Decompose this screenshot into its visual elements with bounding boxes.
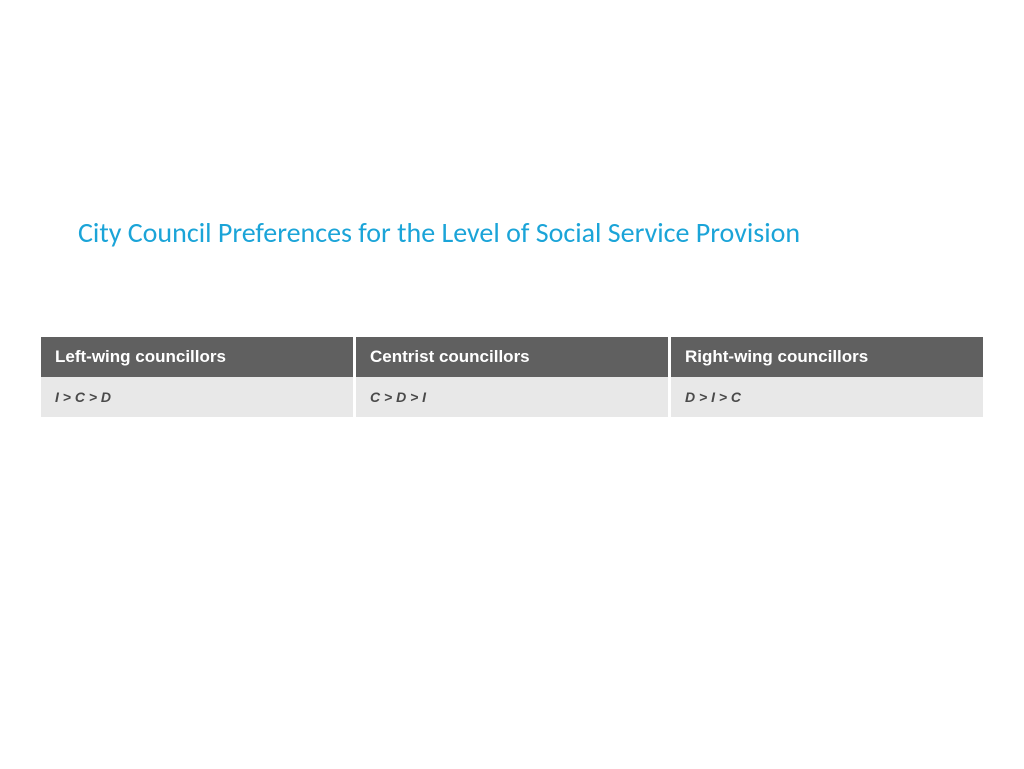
col-header-right: Right-wing councillors	[671, 337, 983, 377]
cell-left: I > C > D	[41, 377, 353, 417]
col-header-left: Left-wing councillors	[41, 337, 353, 377]
slide-title: City Council Preferences for the Level o…	[78, 215, 800, 250]
col-header-centrist: Centrist councillors	[356, 337, 668, 377]
preferences-table: Left-wing councillors Centrist councillo…	[38, 337, 986, 417]
slide: City Council Preferences for the Level o…	[0, 0, 1024, 769]
table-row: I > C > D C > D > I D > I > C	[41, 377, 983, 417]
table-header-row: Left-wing councillors Centrist councillo…	[41, 337, 983, 377]
cell-right: D > I > C	[671, 377, 983, 417]
cell-centrist: C > D > I	[356, 377, 668, 417]
preferences-table-wrap: Left-wing councillors Centrist councillo…	[38, 337, 986, 417]
